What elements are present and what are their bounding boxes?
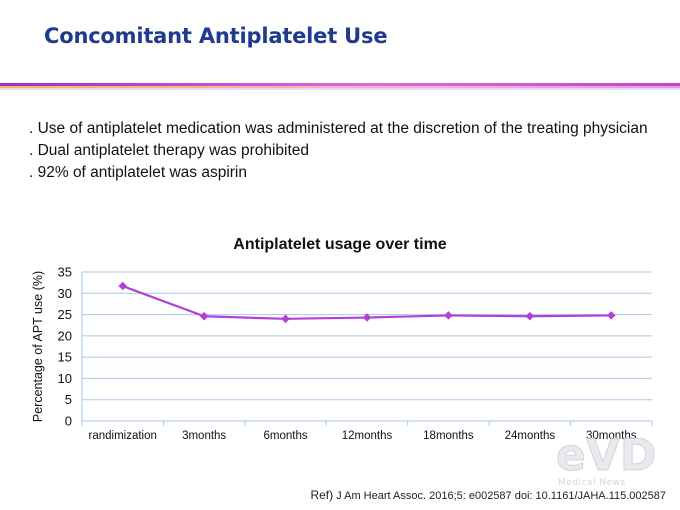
y-tick-label: 30 [58,286,72,301]
y-axis-label: Percentage of APT use (%) [31,271,45,422]
bullet-item: . Dual antiplatelet therapy was prohibit… [29,142,310,159]
x-tick-label: 3months [182,430,226,442]
data-point [281,314,290,324]
data-point [525,312,535,321]
evid-watermark-logo: eVD Medical News [552,420,662,492]
data-point [444,311,453,320]
x-tick-label: 6months [264,430,308,442]
x-tick-label: 24months [505,430,556,442]
data-point [607,311,616,320]
reference-citation: Ref) J Am Heart Assoc. 2016;5: e002587 d… [310,488,666,502]
x-tick-label: 30months [586,430,637,442]
x-tick-label: 18months [423,430,474,442]
x-tick-label: 12months [342,430,393,442]
data-point [362,313,372,322]
reference-lead: Ref) [310,488,334,502]
y-tick-label: 25 [58,307,72,322]
data-point [199,312,209,321]
data-point [118,281,127,291]
bullet-list: . Use of antiplatelet medication was adm… [29,118,659,184]
chart-title: Antiplatelet usage over time [233,236,447,253]
svg-text:eVD: eVD [556,430,656,480]
y-tick-label: 5 [65,392,72,407]
y-tick-label: 35 [58,265,72,280]
y-tick-label: 20 [58,328,72,343]
y-tick-label: 10 [58,371,72,386]
title-divider [0,83,680,90]
y-tick-label: 0 [65,414,72,429]
bullet-item: . 92% of antiplatelet was aspirin [29,164,247,181]
reference-text: J Am Heart Assoc. 2016;5: e002587 doi: 1… [336,490,666,502]
bullet-item: . Use of antiplatelet medication was adm… [29,120,648,137]
y-tick-label: 15 [58,350,72,365]
x-tick-label: randimization [89,430,157,442]
slide-title: Concomitant Antiplatelet Use [44,24,388,48]
watermark-text: Medical News [558,478,626,488]
